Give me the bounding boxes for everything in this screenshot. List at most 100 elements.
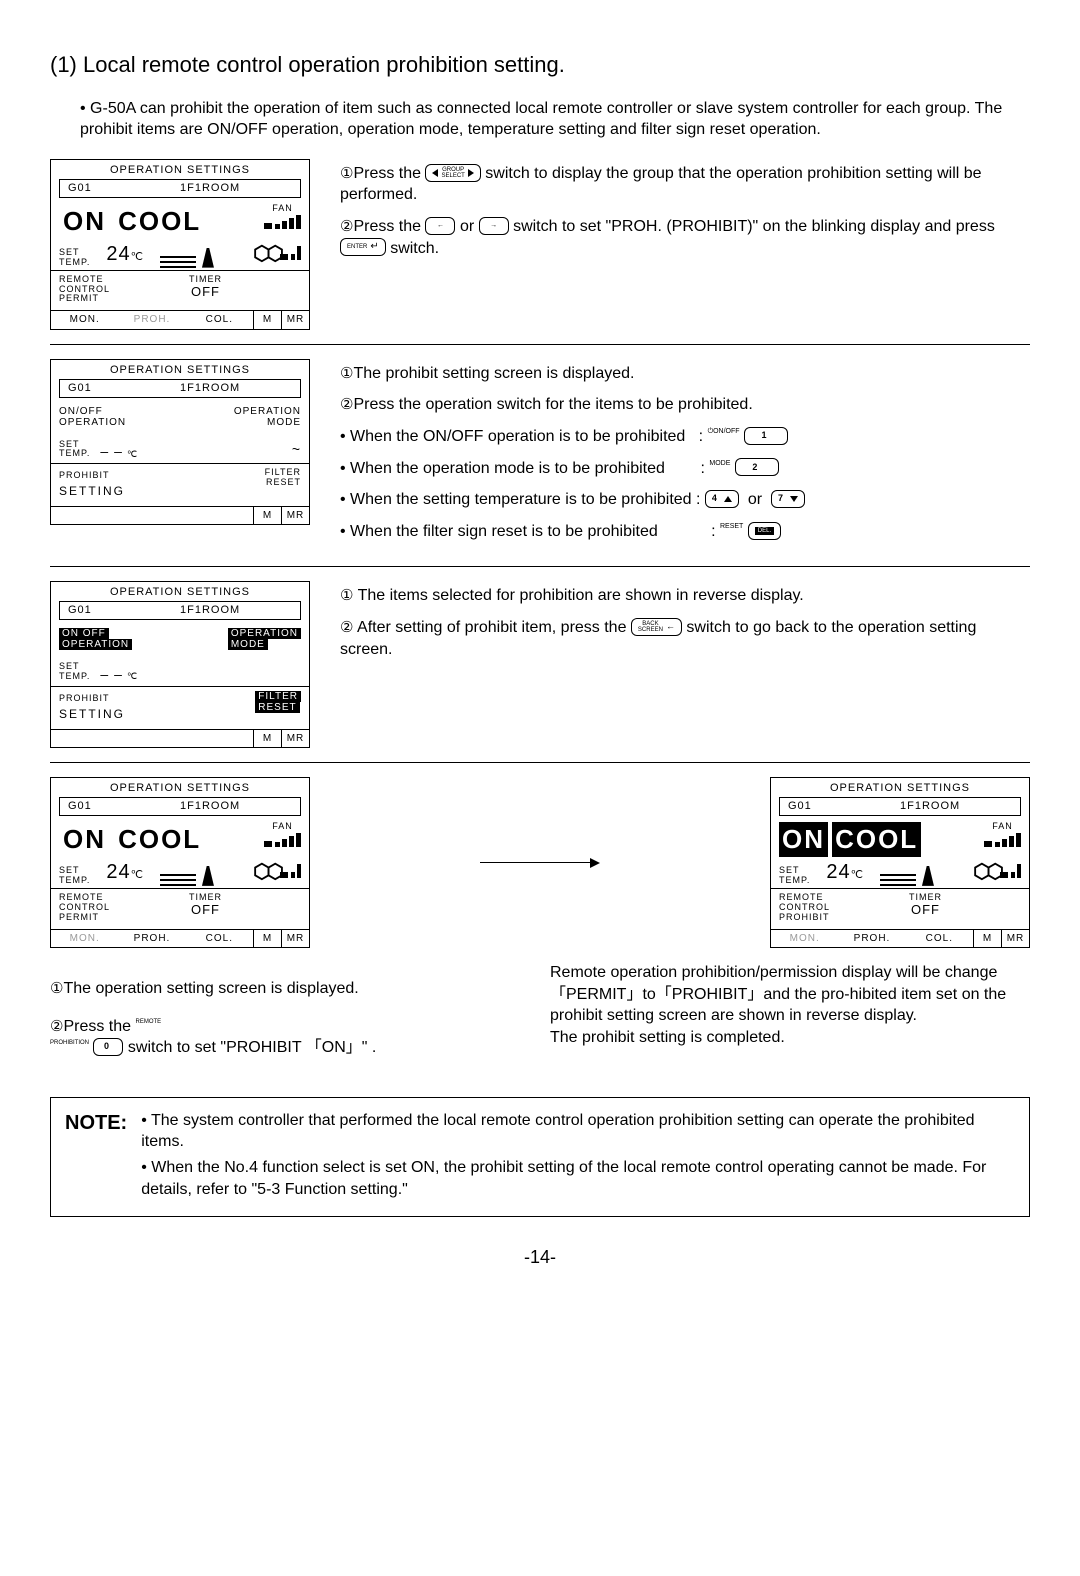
temp-down-button[interactable]: 7 bbox=[771, 490, 805, 508]
note-box: NOTE: The system controller that perform… bbox=[50, 1097, 1030, 1217]
filter-inv-a: FILTER bbox=[255, 691, 301, 702]
setting-label: SETTING bbox=[59, 707, 125, 721]
step2-item1: When the ON/OFF operation is to be prohi… bbox=[340, 426, 1030, 448]
louver-icon bbox=[880, 872, 916, 886]
temp-value: 24 bbox=[106, 241, 130, 268]
footer-mr: MR bbox=[281, 507, 309, 525]
timer-label: TIMER bbox=[189, 274, 222, 284]
prohibit-label: PROHIBIT bbox=[59, 470, 110, 480]
prohibit-label: PROHIBIT bbox=[59, 693, 110, 703]
step2-line1: ①The prohibit setting screen is displaye… bbox=[340, 363, 1030, 385]
settemp-label: SET TEMP. bbox=[59, 866, 90, 886]
footer-mon: MON. bbox=[51, 930, 118, 948]
temp-unit: ℃ bbox=[127, 448, 138, 458]
vane-icon bbox=[202, 248, 214, 268]
temp-unit: ℃ bbox=[127, 671, 138, 681]
remote-control-label: REMOTE CONTROL PERMIT bbox=[59, 893, 110, 923]
bottom-right-text: Remote operation prohibition/permission … bbox=[550, 962, 1030, 1048]
page-number: -14- bbox=[50, 1245, 1030, 1269]
footer-col: COL. bbox=[906, 930, 973, 948]
on-state-inv: ON bbox=[779, 822, 828, 857]
enter-button[interactable]: ENTER↵ bbox=[340, 238, 386, 256]
lcd-title: OPERATION SETTINGS bbox=[51, 160, 309, 179]
reset-button[interactable]: DEL. bbox=[748, 522, 781, 540]
bottom-left-1: ①The operation setting screen is display… bbox=[50, 978, 530, 1000]
remote-control-prohibit-label: REMOTE CONTROL PROHIBIT bbox=[779, 893, 830, 923]
vane-icon bbox=[922, 866, 934, 886]
footer-proh: PROH. bbox=[118, 930, 185, 948]
group-select-button[interactable]: GROUP SELECT bbox=[425, 164, 480, 182]
group-id: G01 bbox=[68, 181, 180, 196]
fan-indicator: FAN bbox=[264, 202, 301, 229]
footer-mr: MR bbox=[281, 311, 309, 329]
mode-state-inv: COOL bbox=[832, 822, 921, 857]
mode-state: COOL bbox=[114, 204, 205, 239]
operation-inv: OPERATION bbox=[59, 639, 132, 650]
setting-label: SETTING bbox=[59, 484, 125, 498]
left-arrow-button[interactable]: ← bbox=[425, 217, 455, 235]
fan-indicator: FAN bbox=[264, 820, 301, 847]
lcd-screen-5: OPERATION SETTINGS G011F1ROOM FAN ON COO… bbox=[770, 777, 1030, 948]
footer-proh: PROH. bbox=[118, 311, 185, 329]
step2-item2: When the operation mode is to be prohibi… bbox=[340, 458, 1030, 480]
footer-m: M bbox=[253, 730, 281, 748]
on-state: ON bbox=[59, 204, 110, 239]
lcd-title: OPERATION SETTINGS bbox=[51, 360, 309, 379]
step2-item3: When the setting temperature is to be pr… bbox=[340, 489, 1030, 511]
bottom-left-2: ②Press the REMOTE PROHIBITION 0 switch t… bbox=[50, 1016, 530, 1059]
room-name: 1F1ROOM bbox=[180, 381, 240, 396]
footer-mr: MR bbox=[1001, 930, 1029, 948]
footer-proh: PROH. bbox=[838, 930, 905, 948]
remote-prohibition-button[interactable]: 0 bbox=[93, 1038, 123, 1056]
opmode-inv-a: OPERATION bbox=[228, 628, 301, 639]
temp-value: 24 bbox=[826, 859, 850, 886]
footer-m: M bbox=[253, 930, 281, 948]
lcd-title: OPERATION SETTINGS bbox=[51, 582, 309, 601]
onoff-inv: ON OFF bbox=[59, 628, 109, 639]
lcd-screen-2: OPERATION SETTINGS G011F1ROOM ON/OFF OPE… bbox=[50, 359, 310, 526]
back-screen-button[interactable]: BACK SCREEN← bbox=[631, 618, 682, 636]
timer-value: OFF bbox=[911, 902, 940, 917]
mode-button[interactable]: 2 bbox=[735, 458, 779, 476]
vane-icon bbox=[202, 866, 214, 886]
step1-line1: ①Press the GROUP SELECT switch to displa… bbox=[340, 163, 1030, 206]
room-name: 1F1ROOM bbox=[900, 799, 960, 814]
note-1: The system controller that performed the… bbox=[141, 1110, 1015, 1153]
temp-value: 24 bbox=[106, 859, 130, 886]
group-id: G01 bbox=[788, 799, 900, 814]
settemp-label: SET TEMP. bbox=[59, 662, 90, 682]
footer-m: M bbox=[973, 930, 1001, 948]
page-heading: (1) Local remote control operation prohi… bbox=[50, 50, 1030, 80]
step1-line2: ②Press the ← or → switch to set "PROH. (… bbox=[340, 216, 1030, 259]
right-arrow-button[interactable]: → bbox=[479, 217, 509, 235]
lcd-screen-1: OPERATION SETTINGS G01 1F1ROOM FAN ON CO… bbox=[50, 159, 310, 330]
footer-mr: MR bbox=[281, 730, 309, 748]
footer-col: COL. bbox=[186, 930, 253, 948]
on-state: ON bbox=[59, 822, 110, 857]
temp-dashes: – – bbox=[100, 666, 122, 682]
room-name: 1F1ROOM bbox=[180, 603, 240, 618]
temp-unit: ℃ bbox=[131, 251, 144, 263]
group-id: G01 bbox=[68, 603, 180, 618]
arrow-icon bbox=[470, 858, 610, 868]
footer-mr: MR bbox=[281, 930, 309, 948]
temp-unit: ℃ bbox=[851, 869, 864, 881]
onoff-operation-label: ON/OFF OPERATION bbox=[59, 406, 126, 428]
footer-m: M bbox=[253, 507, 281, 525]
footer-m: M bbox=[253, 311, 281, 329]
footer-mon: MON. bbox=[51, 311, 118, 329]
group-id: G01 bbox=[68, 799, 180, 814]
settemp-label: SET TEMP. bbox=[779, 866, 810, 886]
step3-line2: ② After setting of prohibit item, press … bbox=[340, 617, 1030, 660]
louver-icon bbox=[160, 872, 196, 886]
operation-mode-label: OPERATION MODE bbox=[234, 406, 301, 428]
vent-icon: ⬡⬡ bbox=[253, 243, 280, 265]
step3-line1: ① The items selected for prohibition are… bbox=[340, 585, 1030, 607]
settemp-label: SET TEMP. bbox=[59, 440, 90, 460]
temp-up-button[interactable]: 4 bbox=[705, 490, 739, 508]
onoff-button[interactable]: 1 bbox=[744, 427, 788, 445]
lcd-title: OPERATION SETTINGS bbox=[771, 778, 1029, 797]
filter-inv-b: RESET bbox=[255, 702, 299, 713]
lcd-screen-4: OPERATION SETTINGS G011F1ROOM FAN ON COO… bbox=[50, 777, 310, 948]
note-label: NOTE: bbox=[65, 1110, 127, 1204]
